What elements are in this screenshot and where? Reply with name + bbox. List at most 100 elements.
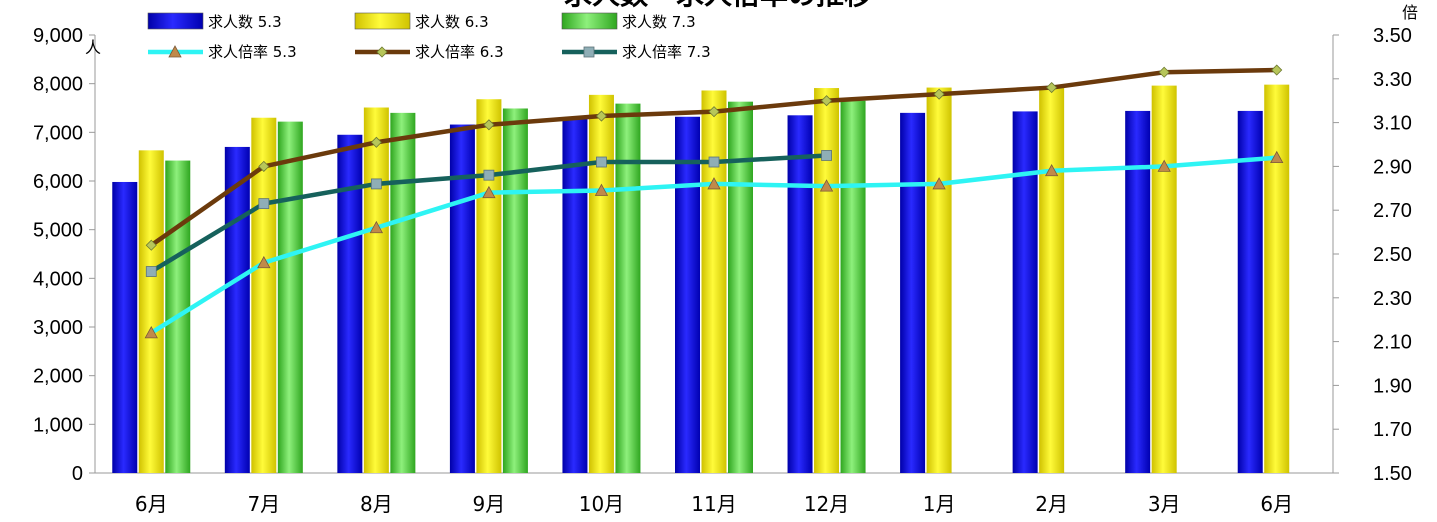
right-tick-label: 1.70: [1373, 419, 1412, 441]
bar-1-6月: [112, 181, 138, 473]
marker-3-2: [370, 178, 382, 190]
bars: [112, 84, 1290, 474]
marker-1-5: [707, 177, 721, 190]
marker-1-1: [257, 255, 271, 269]
left-tick-label: 2,000: [33, 366, 83, 388]
right-tick-label: 3.10: [1373, 113, 1412, 135]
legend: 求人数 5.3 求人数 6.3 求人数 7.3 求人倍率 5.3 求人倍率 6.3 求人倍…: [147, 12, 711, 61]
marker-3-0: [145, 266, 157, 277]
marker-3-4: [596, 156, 607, 168]
bar-2-9月: [476, 99, 502, 474]
legend-item-line-1: 求人倍率 5.3: [148, 43, 297, 61]
marker-1-9: [1157, 159, 1171, 172]
left-tick-label: 6,000: [33, 171, 83, 193]
marker-2-8: [1046, 81, 1058, 94]
right-tick-label: 3.30: [1373, 69, 1412, 91]
x-tick-label: 8月: [360, 492, 393, 516]
x-tick-label: 6月: [1260, 492, 1293, 516]
legend-label: 求人数 5.3: [208, 13, 282, 31]
marker-2-5: [708, 106, 720, 118]
marker-3-6: [821, 150, 832, 161]
bar-3-12月: [840, 100, 866, 473]
marker-1-8: [1044, 163, 1059, 177]
bar-1-7月: [224, 146, 250, 473]
legend-swatch: [561, 12, 618, 30]
bar-1-1月: [900, 112, 926, 473]
left-tick-label: 5,000: [33, 220, 83, 242]
marker-2-4: [595, 110, 608, 122]
legend-label: 求人数 7.3: [622, 13, 696, 31]
bar-1-11月: [675, 116, 700, 473]
right-tick-label: 2.70: [1373, 200, 1412, 222]
x-tick-label: 1月: [923, 492, 956, 516]
bar-3-9月: [502, 108, 528, 473]
right-tick-label: 1.50: [1373, 463, 1412, 485]
bar-1-9月: [449, 124, 475, 474]
marker-1-0: [144, 326, 158, 339]
marker-1-4: [594, 183, 609, 196]
marker-1-7: [932, 177, 946, 190]
marker-1-3: [482, 185, 496, 199]
bar-1-6月: [1237, 110, 1263, 474]
left-tick-label: 4,000: [33, 268, 83, 290]
bar-1-2月: [1012, 111, 1038, 473]
x-tick-label: 3月: [1148, 492, 1181, 516]
chart-title: 求人数・求人倍率の推移: [564, 0, 872, 11]
bar-2-3月: [1151, 85, 1177, 473]
marker-3-5: [708, 156, 720, 168]
right-tick-label: 2.30: [1373, 288, 1412, 310]
legend-marker: [583, 46, 595, 58]
left-tick-label: 8,000: [33, 74, 83, 96]
left-axis-unit: 人: [85, 38, 101, 57]
marker-2-9: [1158, 66, 1170, 78]
marker-2-2: [370, 136, 382, 148]
legend-label: 求人倍率 6.3: [415, 43, 504, 61]
marker-2-7: [933, 88, 945, 100]
bar-2-7月: [251, 117, 277, 473]
x-tick-label: 6月: [135, 492, 168, 516]
bar-1-12月: [787, 115, 813, 474]
x-tick-label: 12月: [804, 492, 849, 516]
marker-1-2: [369, 220, 384, 234]
legend-label: 求人数 6.3: [415, 13, 489, 31]
legend-item-line-3: 求人倍率 7.3: [562, 43, 711, 61]
legend-swatch: [354, 12, 411, 30]
bar-2-11月: [701, 90, 727, 473]
axes: 0 1,000 2,000 3,000 4,000 5,000 6,000 7,000 8,00…: [33, 3, 1418, 516]
bar-2-8月: [363, 107, 389, 473]
bar-1-10月: [562, 119, 588, 474]
bar-2-6月: [1264, 84, 1290, 473]
legend-item-bar-2: 求人数 6.3: [354, 12, 489, 31]
right-tick-label: 3.50: [1373, 25, 1412, 47]
left-tick-label: 3,000: [33, 317, 83, 339]
x-tick-label: 7月: [247, 492, 280, 516]
right-tick-label: 2.10: [1373, 332, 1412, 354]
legend-marker: [376, 46, 388, 58]
marker-1-10: [1270, 150, 1284, 164]
bar-3-8月: [390, 112, 416, 473]
bar-2-12月: [814, 88, 840, 474]
bar-1-3月: [1125, 110, 1151, 474]
x-tick-label: 10月: [579, 492, 624, 516]
x-tick-label: 2月: [1035, 492, 1068, 516]
legend-marker: [168, 45, 182, 58]
bar-2-6月: [138, 150, 164, 473]
marker-2-6: [820, 95, 833, 107]
left-tick-label: 7,000: [33, 122, 83, 144]
marker-2-0: [145, 239, 157, 251]
bar-3-11月: [728, 101, 753, 473]
left-tick-label: 9,000: [33, 25, 83, 47]
legend-item-bar-3: 求人数 7.3: [561, 12, 696, 31]
marker-1-6: [819, 179, 834, 192]
legend-item-bar-1: 求人数 5.3: [147, 12, 282, 31]
x-tick-label: 11月: [691, 492, 736, 516]
legend-label: 求人倍率 5.3: [208, 43, 297, 61]
x-tick-label: 9月: [473, 492, 506, 516]
legend-label: 求人倍率 7.3: [622, 43, 711, 61]
bar-2-10月: [588, 94, 614, 474]
marker-2-3: [483, 119, 495, 131]
marker-2-10: [1271, 64, 1283, 76]
right-tick-label: 1.90: [1373, 375, 1412, 397]
bar-3-10月: [615, 103, 641, 474]
